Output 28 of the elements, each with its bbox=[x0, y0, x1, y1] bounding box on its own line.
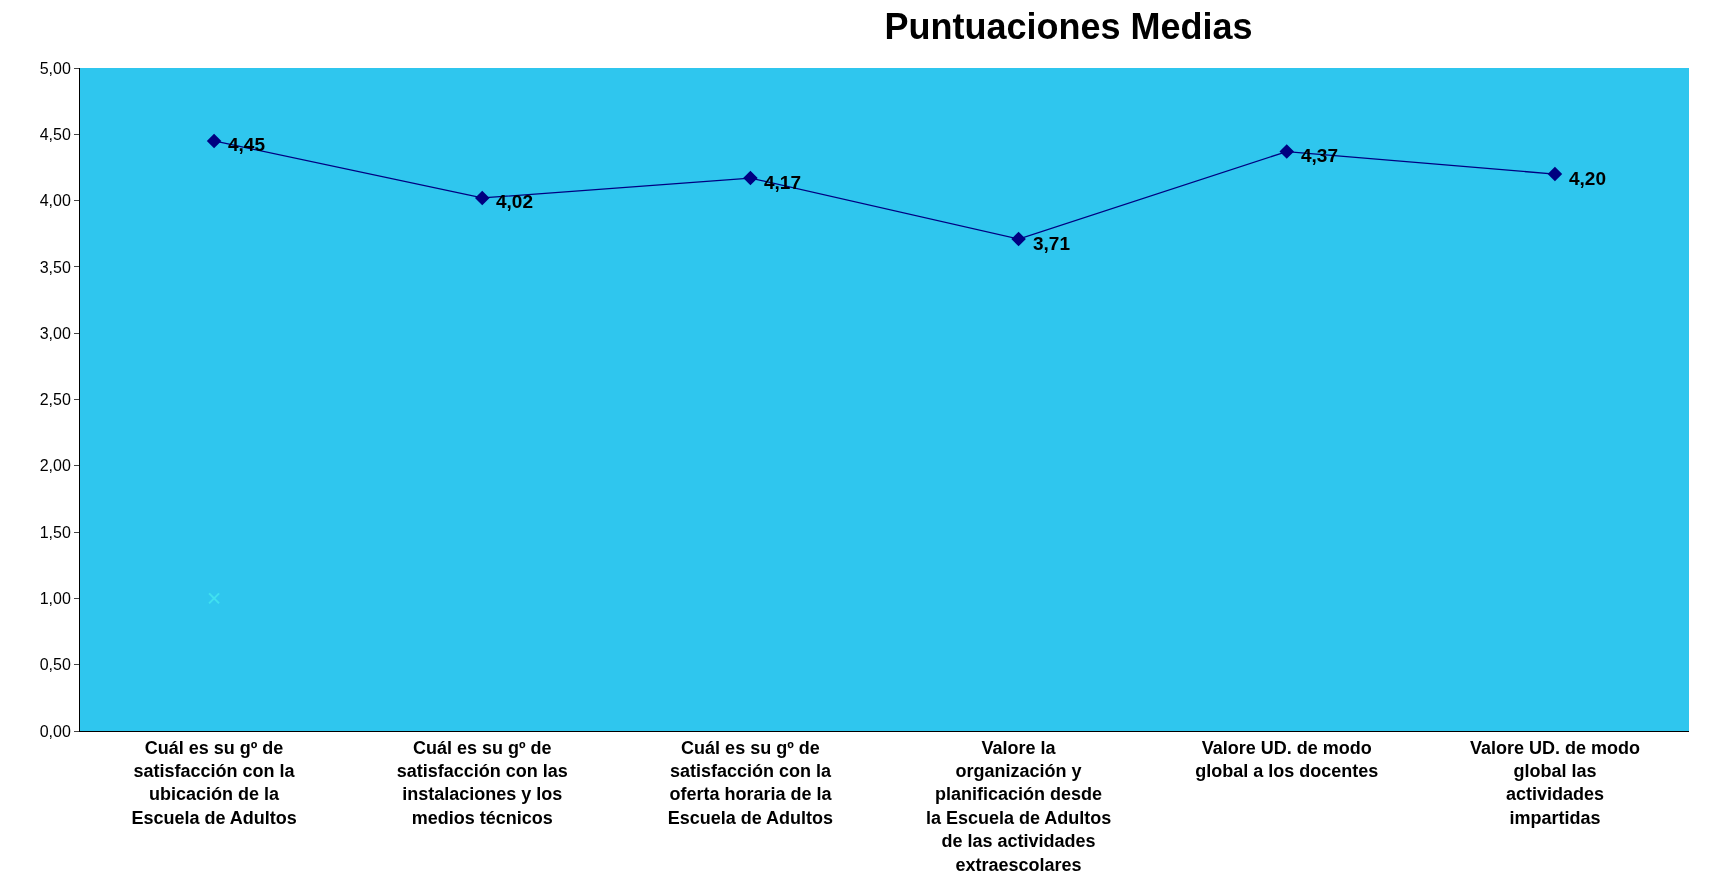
x-tick-label: Cuál es su gº de satisfacción con la oferta horaria de la Escuela de Adultos bbox=[667, 737, 834, 828]
y-tick-label: 3,50 bbox=[39, 258, 71, 276]
x-tick-label: Cuál es su gº de satisfacción con las instalaciones y los medios técnicos bbox=[396, 737, 568, 828]
data-label: 3,71 bbox=[1033, 233, 1071, 254]
x-tick-label: Valore UD. de modo global a los docentes bbox=[1195, 737, 1379, 781]
chart-title: Puntuaciones Medias bbox=[884, 5, 1253, 47]
x-tick-label: Valore UD. de modo global las actividades impartidas bbox=[1469, 737, 1640, 828]
y-tick-label: 0,00 bbox=[39, 722, 71, 740]
y-tick-label: 4,00 bbox=[39, 192, 71, 210]
point bbox=[475, 191, 490, 205]
y-tick-label: 0,50 bbox=[39, 656, 71, 674]
y-tick-label: 5,00 bbox=[39, 59, 71, 77]
point bbox=[207, 134, 221, 148]
point bbox=[1011, 232, 1026, 246]
x-tick-label: Valore la organización y planificación desde la Escuela de Adultos de las actividades extraescolares bbox=[925, 737, 1112, 875]
point bbox=[1279, 144, 1294, 159]
y-tick-label: 4,50 bbox=[39, 125, 71, 143]
point bbox=[743, 171, 758, 185]
data-label: 4,02 bbox=[496, 191, 533, 212]
x-tick-label: Cuál es su gº de satisfacción con la ubicación de la Escuela de Adultos bbox=[131, 737, 297, 828]
y-tick-label: 3,00 bbox=[39, 324, 71, 342]
y-tick-label: 2,00 bbox=[39, 457, 71, 475]
point bbox=[1548, 167, 1562, 181]
y-tick-label: 1,50 bbox=[39, 523, 71, 541]
y-tick-label: 1,00 bbox=[39, 590, 71, 607]
data-label: 4,20 bbox=[1569, 168, 1606, 189]
y-tick-label: 2,50 bbox=[39, 391, 71, 409]
point bbox=[208, 592, 221, 605]
